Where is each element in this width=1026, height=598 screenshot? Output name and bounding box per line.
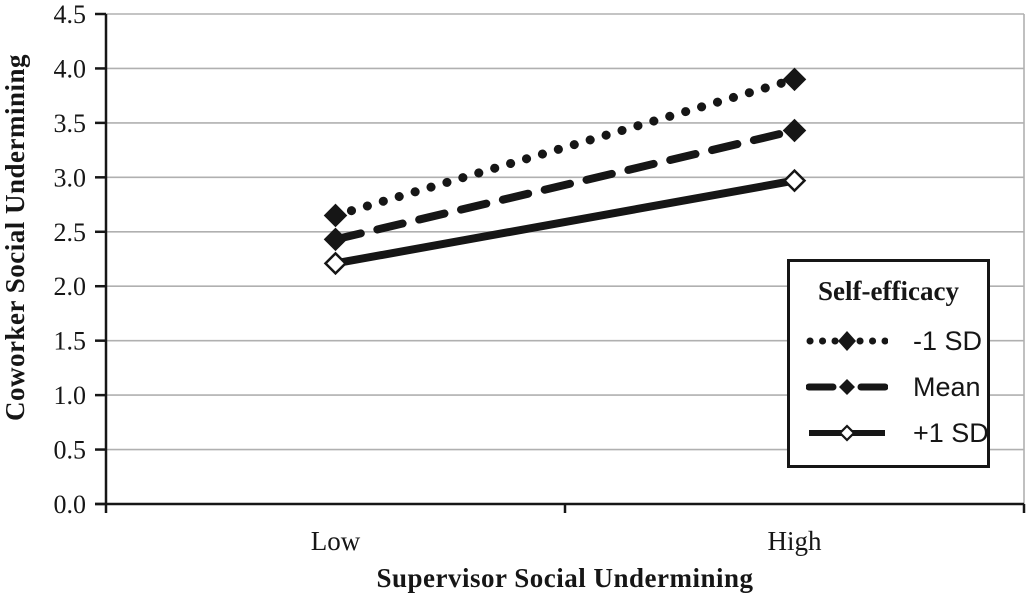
filled-diamond-marker [323, 203, 348, 228]
y-tick-label: 0.5 [54, 436, 87, 465]
filled-diamond-marker [323, 227, 348, 252]
filled-diamond-marker [839, 379, 855, 395]
legend-item-plus-1sd: +1 SD [806, 417, 989, 448]
open-diamond-marker [323, 251, 348, 276]
y-axis-title: Coworker Social Undermining [0, 53, 30, 421]
series-line-dotted [331, 74, 799, 220]
solid-line-sample [809, 424, 885, 442]
y-tick-label: 4.5 [54, 0, 87, 29]
filled-diamond-marker [838, 331, 856, 351]
y-tick-label: 3.5 [54, 109, 87, 138]
legend-item-mean: Mean [806, 371, 987, 402]
x-category-label: High [768, 526, 823, 556]
filled-diamond-marker [782, 118, 807, 143]
legend-item-minus-1sd: -1 SD [806, 325, 987, 356]
y-tick-label: 2.5 [54, 218, 87, 247]
x-axis-title: Supervisor Social Undermining [376, 563, 754, 593]
y-tick-label: 1.0 [54, 381, 87, 410]
y-tick-label: 4.0 [54, 54, 87, 83]
legend-label-mean: Mean [913, 371, 981, 402]
legend-title: Self-efficacy [818, 276, 959, 306]
open-diamond-marker [782, 168, 807, 193]
series-line-dashed [331, 126, 799, 244]
filled-diamond-marker [782, 67, 807, 92]
legend: Self-efficacy -1 SD Mean +1 SD [787, 259, 990, 468]
legend-label-plus-1sd: +1 SD [913, 417, 989, 448]
dashed-line-sample [806, 379, 888, 395]
open-diamond-marker [838, 424, 856, 442]
dotted-line-sample [806, 331, 888, 351]
y-tick-label: 3.0 [54, 163, 87, 192]
y-tick-label: 1.5 [54, 327, 87, 356]
legend-label-minus-1sd: -1 SD [913, 325, 983, 356]
x-category-label: Low [311, 526, 361, 556]
y-tick-label: 0.0 [54, 490, 87, 519]
series-line-solid [334, 176, 796, 268]
y-tick-label: 2.0 [54, 272, 87, 301]
